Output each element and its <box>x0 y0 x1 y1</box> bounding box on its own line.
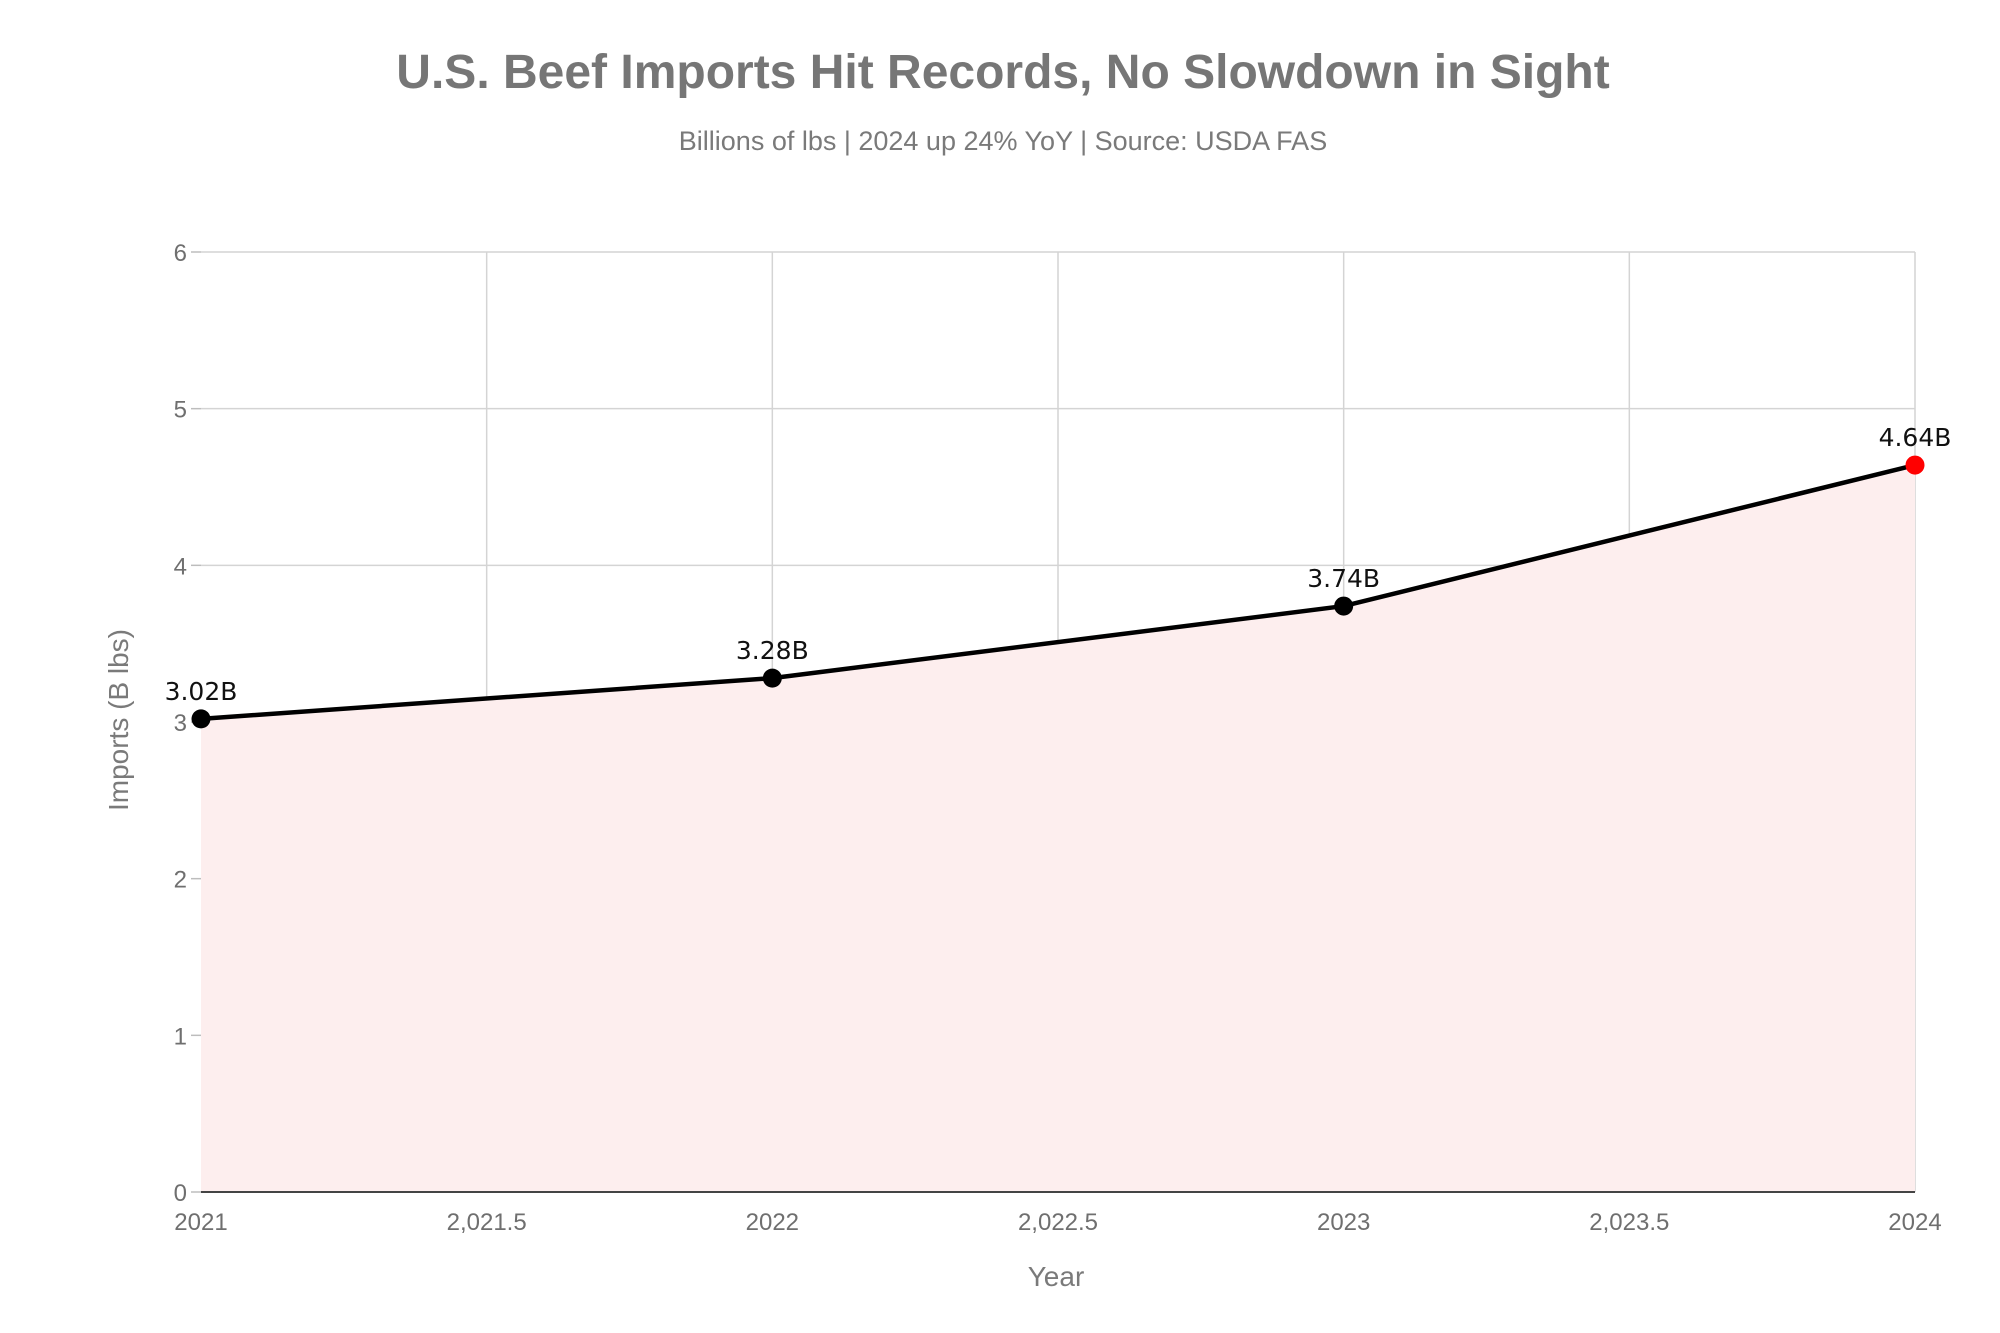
series-area-fill <box>201 465 1915 1193</box>
x-tick-label: 2021 <box>174 1209 227 1236</box>
data-point <box>1905 455 1925 475</box>
y-tick-label: 3 <box>174 710 187 737</box>
markers-layer <box>191 455 1925 729</box>
data-label: 3.74B <box>1307 564 1380 593</box>
area-fill-layer <box>201 465 1915 1193</box>
data-label: 3.28B <box>736 636 809 665</box>
y-tick-label: 2 <box>174 867 187 894</box>
data-labels-layer: 3.02B 3.28B 3.74B 4.64B <box>165 423 1952 706</box>
x-tick-label: 2,022.5 <box>1018 1209 1098 1236</box>
data-label: 3.02B <box>165 677 238 706</box>
x-axis-title: Year <box>1028 1261 1085 1292</box>
x-tick-label: 2024 <box>1888 1209 1941 1236</box>
x-tick-label: 2,021.5 <box>447 1209 527 1236</box>
axes: 0 1 2 3 4 5 6 2021 2,021.5 2022 2,022.5 2023 2,023.5… <box>174 240 1942 1236</box>
x-tick-label: 2022 <box>746 1209 799 1236</box>
chart-subtitle: Billions of lbs | 2024 up 24% YoY | Sour… <box>679 126 1327 156</box>
y-tick-label: 5 <box>174 397 187 424</box>
y-axis-title: Imports (B lbs) <box>103 629 134 811</box>
series-line-layer <box>200 462 1916 722</box>
y-tick-label: 1 <box>174 1023 187 1050</box>
y-tick-label: 4 <box>174 553 187 580</box>
x-tick-label: 2,023.5 <box>1589 1209 1669 1236</box>
y-tick-label: 6 <box>174 240 187 267</box>
data-point <box>1334 596 1354 616</box>
y-tick-label: 0 <box>174 1180 187 1207</box>
x-tick-label: 2023 <box>1317 1209 1370 1236</box>
series-line <box>200 462 1916 722</box>
chart-title: U.S. Beef Imports Hit Records, No Slowdo… <box>396 46 1609 99</box>
data-point <box>191 709 211 729</box>
data-point <box>762 668 782 688</box>
data-label: 4.64B <box>1879 423 1952 452</box>
